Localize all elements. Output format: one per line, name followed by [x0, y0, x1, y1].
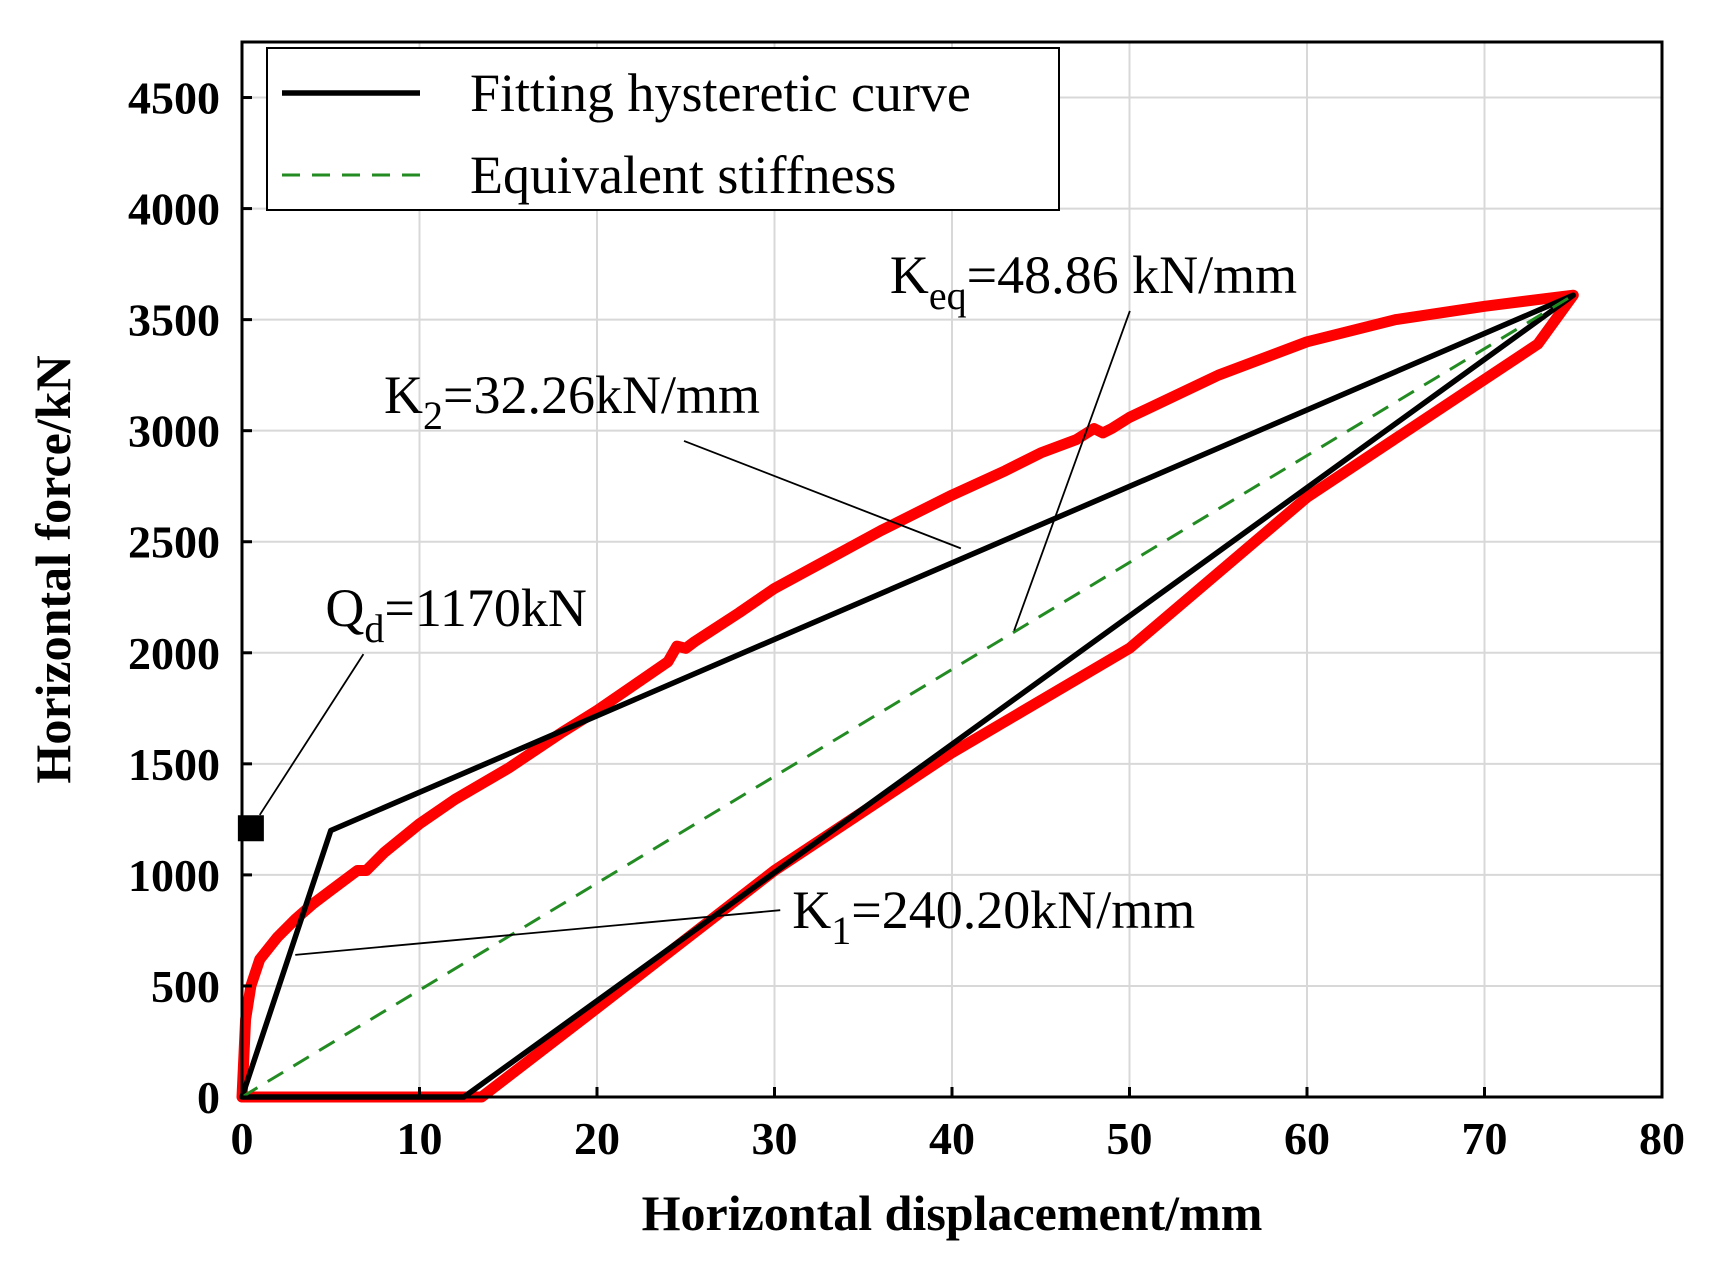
annotation-qd-leader — [258, 653, 365, 816]
annotation-k2-label: K2=32.26kN/mm — [384, 365, 760, 438]
axis-ticks: 0 10 20 30 40 50 60 70 80 0 500 1000 1500 2000 2500 300… — [128, 73, 1685, 1164]
y-tick-label: 1500 — [128, 739, 220, 790]
y-tick-label: 0 — [197, 1072, 220, 1123]
y-tick-label: 4000 — [128, 184, 220, 235]
x-axis-title: Horizontal displacement/mm — [642, 1185, 1263, 1241]
legend-label-equivalent-stiffness: Equivalent stiffness — [470, 145, 896, 205]
y-tick-label: 1000 — [128, 850, 220, 901]
x-tick-label: 0 — [231, 1113, 254, 1164]
x-tick-label: 60 — [1284, 1113, 1330, 1164]
annotation-k1-leader — [295, 909, 781, 956]
annotation-layer: Keq=48.86 kN/mm K2=32.26kN/mm Qd=1170kN K1=… — [258, 245, 1297, 956]
legend: Fitting hysteretic curve Equivalent stif… — [266, 47, 1060, 211]
annotation-keq-leader — [1013, 310, 1131, 631]
x-tick-label: 30 — [752, 1113, 798, 1164]
annotation-k1-label: K1=240.20kN/mm — [792, 880, 1195, 953]
x-tick-label: 10 — [397, 1113, 443, 1164]
annotation-k2-leader — [683, 440, 962, 550]
x-tick-label: 40 — [929, 1113, 975, 1164]
annotation-qd-label: Qd=1170kN — [325, 578, 586, 651]
x-tick-label: 20 — [574, 1113, 620, 1164]
x-tick-label: 80 — [1639, 1113, 1685, 1164]
x-tick-label: 50 — [1107, 1113, 1153, 1164]
legend-box — [266, 47, 1060, 211]
series-equivalent-stiffness — [241, 293, 1575, 1099]
y-tick-label: 2500 — [128, 517, 220, 568]
legend-label-fitting-curve: Fitting hysteretic curve — [470, 63, 971, 123]
y-tick-label: 4500 — [128, 73, 220, 124]
x-tick-label: 70 — [1462, 1113, 1508, 1164]
y-axis-title: Horizontal force/kN — [25, 355, 81, 783]
y-tick-label: 2000 — [128, 628, 220, 679]
annotation-keq-label: Keq=48.86 kN/mm — [890, 245, 1297, 318]
y-tick-label: 3500 — [128, 295, 220, 346]
y-tick-label: 500 — [151, 961, 220, 1012]
y-tick-label: 3000 — [128, 406, 220, 457]
series-test-curve — [236, 289, 1579, 1103]
